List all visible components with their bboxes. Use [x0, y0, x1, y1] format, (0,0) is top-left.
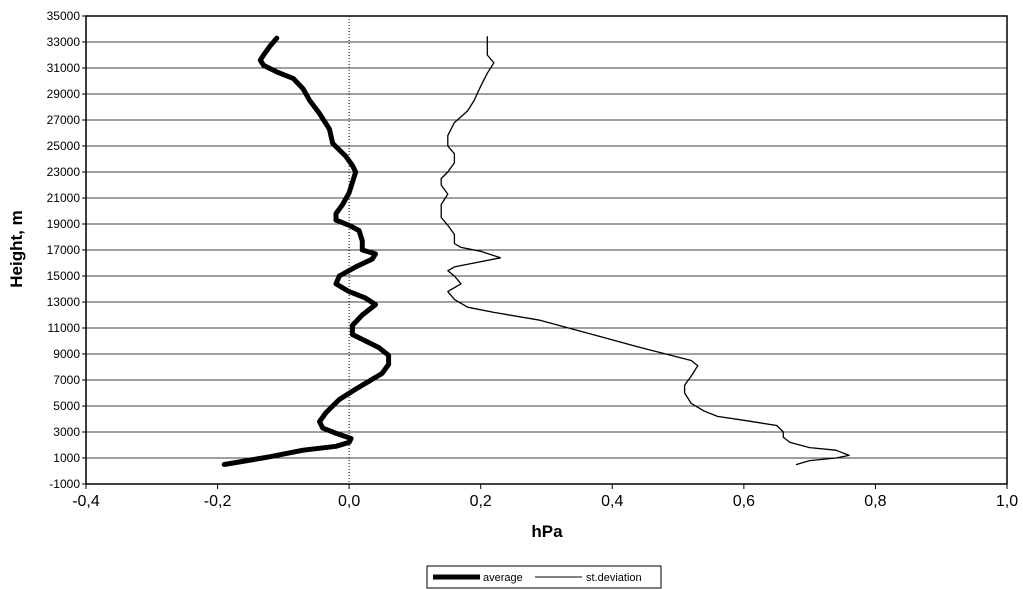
y-tick-label: 9000	[53, 347, 80, 361]
y-tick-label: 23000	[47, 165, 81, 179]
series-line-st-deviation	[440, 36, 850, 466]
x-tick-label: -0,2	[204, 493, 232, 510]
series-lines	[221, 35, 850, 467]
x-tick-label: 0,6	[733, 493, 755, 510]
x-tick-label: 0,2	[470, 493, 492, 510]
y-tick-label: 31000	[47, 61, 81, 75]
y-tick-label: 33000	[47, 35, 81, 49]
legend: average st.deviation	[426, 565, 662, 589]
y-tick-label: 7000	[53, 373, 80, 387]
legend-label-average: average	[483, 572, 523, 584]
legend-label-st-deviation: st.deviation	[586, 572, 642, 584]
y-tick-label: 27000	[47, 113, 81, 127]
x-tick-label: 0,4	[601, 493, 623, 510]
y-tick-label: 15000	[47, 269, 81, 283]
y-tick-label: 17000	[47, 243, 81, 257]
x-axis-title: hPa	[531, 522, 563, 541]
y-tick-label: 21000	[47, 191, 81, 205]
series-line-average	[221, 35, 392, 467]
x-axis-ticks: -0,4 -0,2 0,0 0,2 0,4 0,6 0,8 1,0	[72, 484, 1018, 510]
y-tick-label: 1000	[53, 451, 80, 465]
gridlines	[86, 15, 1007, 485]
y-tick-label: 19000	[47, 217, 81, 231]
x-tick-label: 0,8	[864, 493, 886, 510]
y-tick-label: 25000	[47, 139, 81, 153]
y-axis-ticks: -1000 1000 3000 5000 7000 9000 11000 13000 15000…	[47, 9, 86, 491]
x-tick-label: 1,0	[996, 493, 1018, 510]
y-tick-label: 5000	[53, 399, 80, 413]
y-tick-label: 3000	[53, 425, 80, 439]
y-tick-label: 11000	[48, 321, 81, 335]
y-tick-label: 35000	[47, 9, 81, 23]
y-tick-label: 13000	[47, 295, 81, 309]
y-tick-label: -1000	[49, 477, 80, 491]
x-tick-label: 0,0	[338, 493, 360, 510]
x-tick-label: -0,4	[72, 493, 100, 510]
y-tick-label: 29000	[47, 87, 81, 101]
y-axis-title: Height, m	[7, 210, 26, 287]
